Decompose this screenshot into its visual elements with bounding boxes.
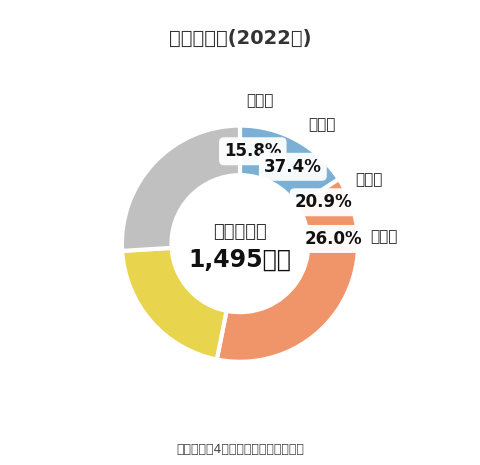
Text: 20.9%: 20.9% [295, 193, 352, 211]
Text: 出典：令和4年青森県観光入込客統計: 出典：令和4年青森県観光入込客統計 [176, 443, 304, 456]
Wedge shape [217, 179, 358, 362]
Text: 交通費: 交通費 [246, 93, 274, 108]
Text: 15.8%: 15.8% [224, 142, 282, 160]
Text: その他: その他 [370, 229, 397, 244]
Text: 37.4%: 37.4% [264, 158, 322, 176]
Text: 土産代: 土産代 [355, 172, 383, 187]
Text: 観光消費額: 観光消費額 [213, 223, 267, 241]
Text: 26.0%: 26.0% [304, 230, 362, 248]
Text: 宿泊費: 宿泊費 [308, 118, 336, 133]
Wedge shape [122, 126, 240, 251]
Wedge shape [122, 248, 227, 359]
Wedge shape [240, 126, 339, 206]
Text: 1,495億円: 1,495億円 [189, 248, 291, 272]
Title: 観光消費額(2022年): 観光消費額(2022年) [169, 29, 311, 48]
